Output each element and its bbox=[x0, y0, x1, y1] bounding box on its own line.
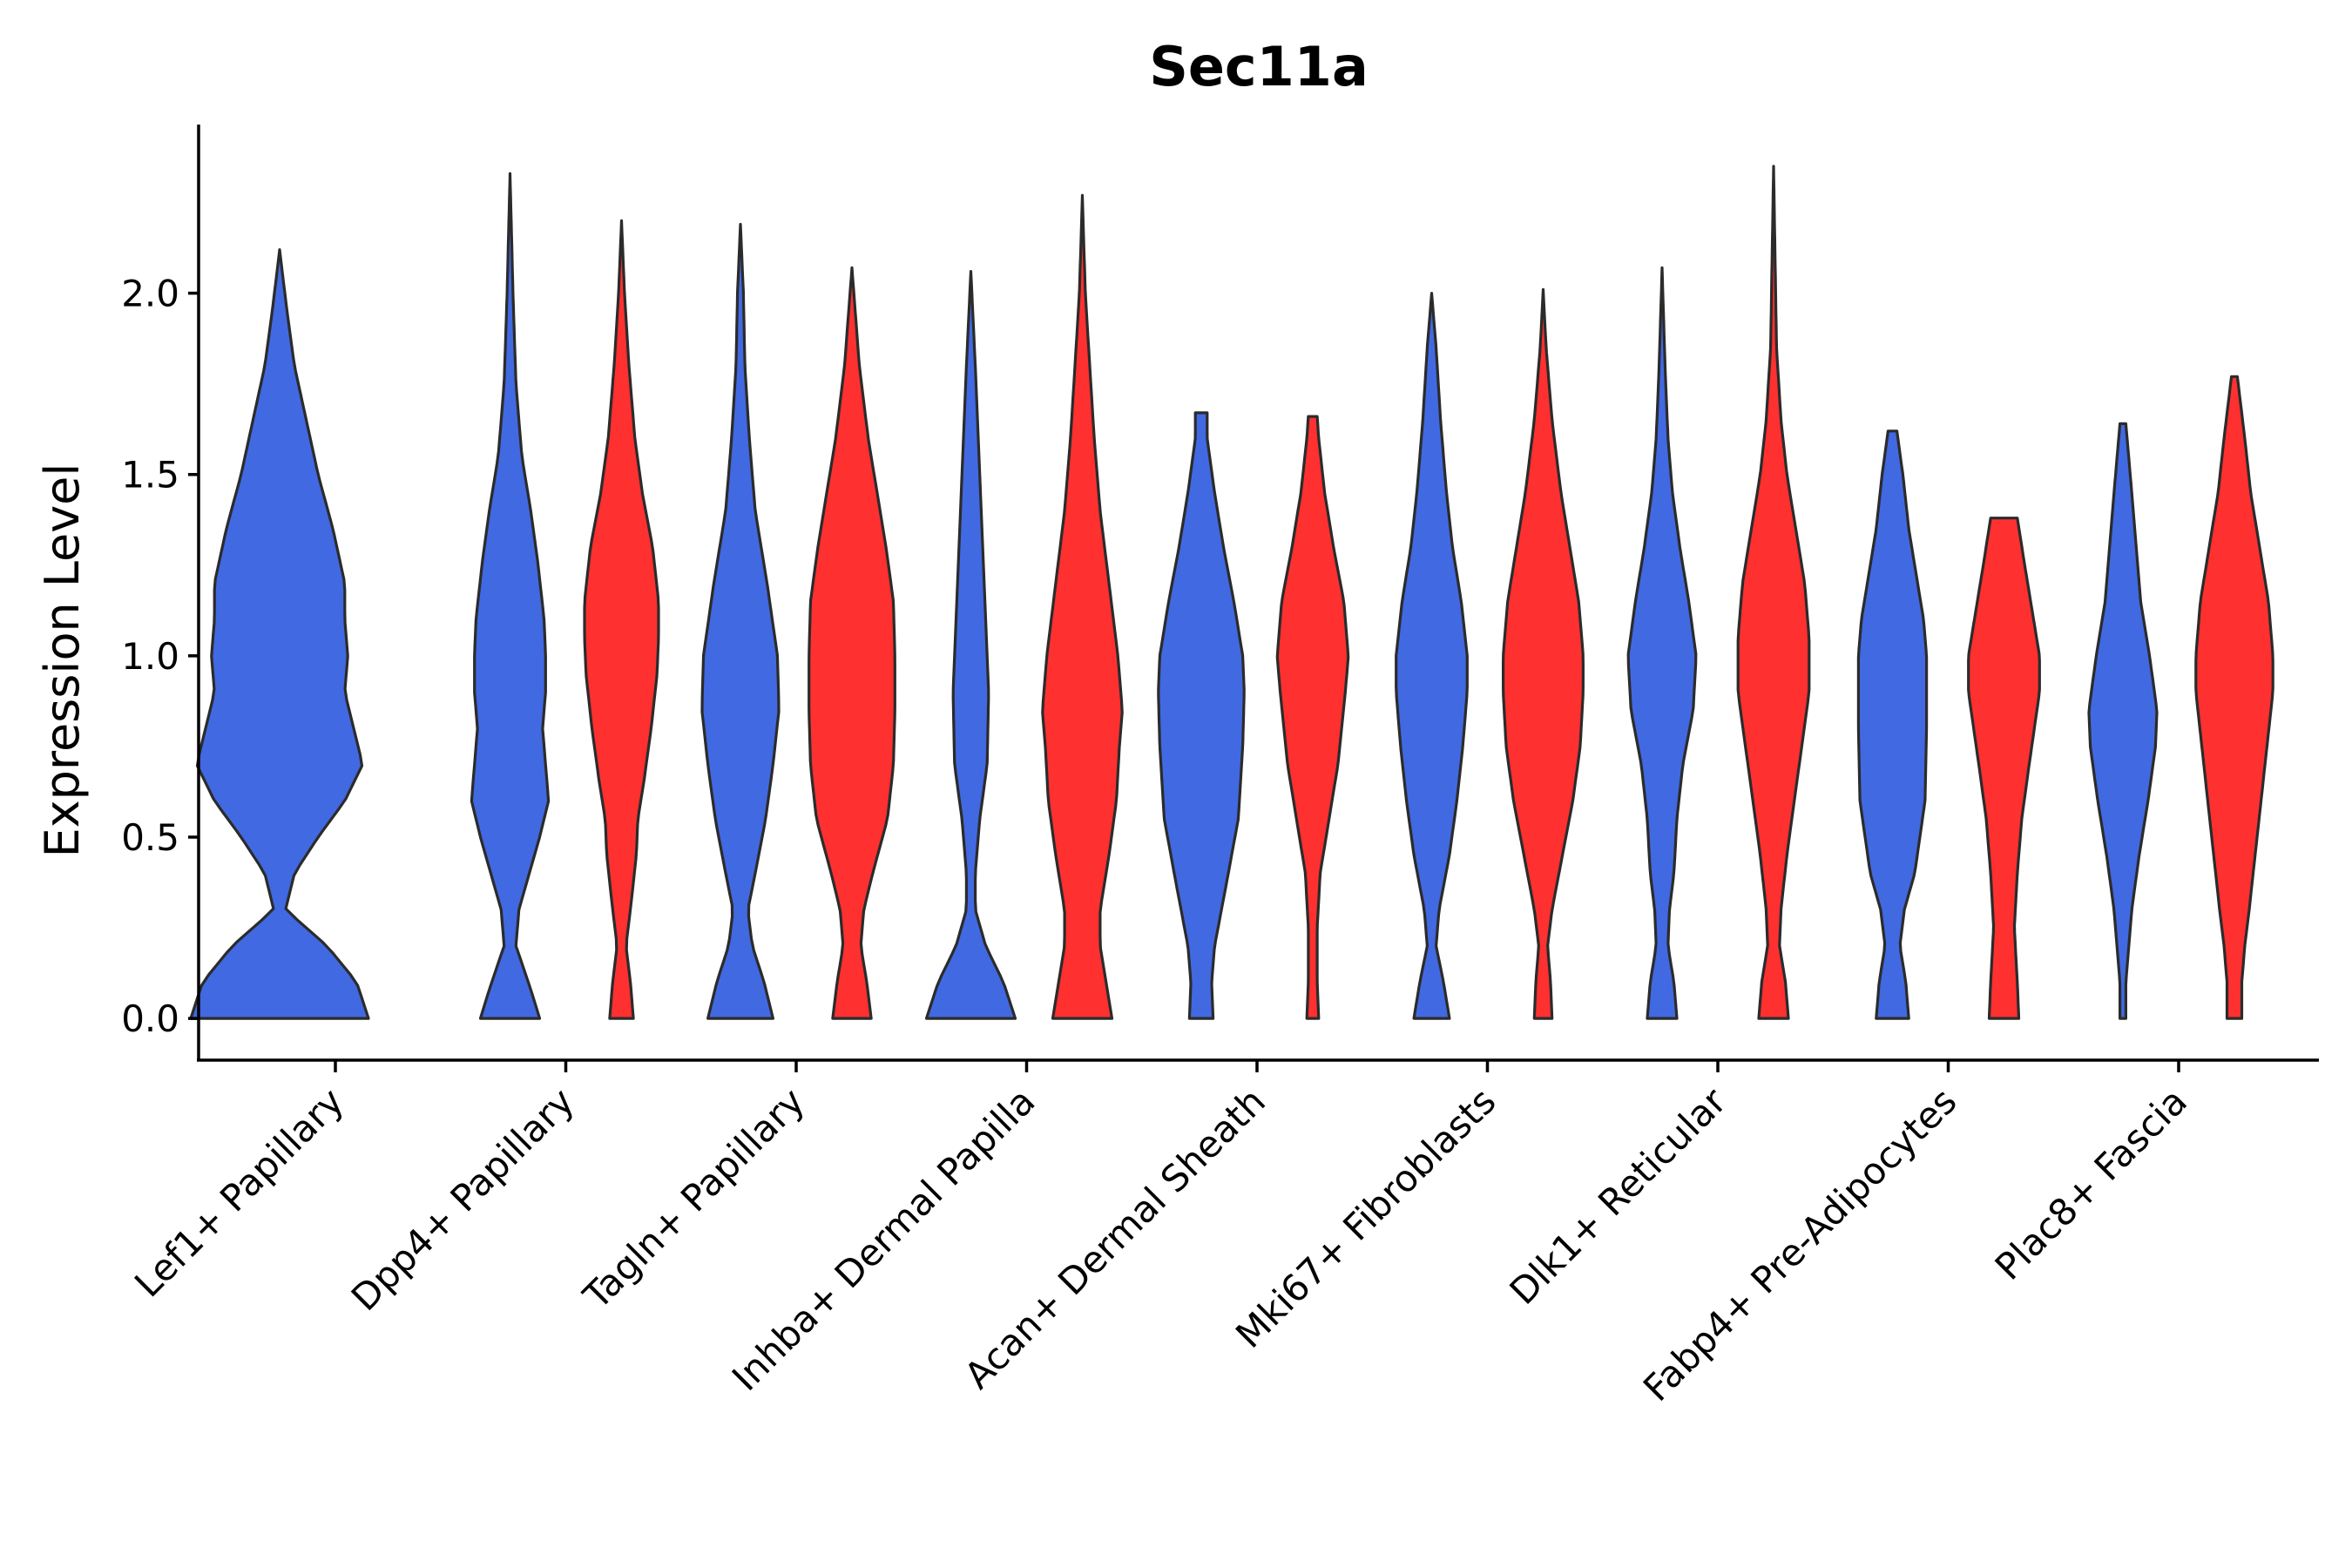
y-axis-label: Expression Level bbox=[35, 463, 90, 858]
violin-red-4 bbox=[1275, 415, 1350, 1020]
y-tick-label: 0.5 bbox=[121, 816, 179, 859]
y-tick-label: 2.0 bbox=[121, 273, 179, 315]
violin-red-5 bbox=[1502, 287, 1585, 1020]
violin-red-7 bbox=[1967, 517, 2041, 1020]
violin-blue-5 bbox=[1395, 292, 1469, 1020]
violin-red-8 bbox=[2194, 375, 2274, 1020]
violin-blue-0 bbox=[189, 248, 370, 1020]
x-tick-label: Lef1+ Papillary bbox=[126, 1079, 352, 1305]
x-tick-label: Mki67+ Fibroblasts bbox=[1227, 1079, 1504, 1355]
violin-red-6 bbox=[1736, 165, 1811, 1020]
chart-title: Sec11a bbox=[1149, 35, 1369, 98]
violin-red-1 bbox=[583, 219, 660, 1020]
violin-blue-3 bbox=[924, 270, 1017, 1020]
violin-red-2 bbox=[808, 266, 896, 1020]
violin-red-3 bbox=[1041, 193, 1124, 1020]
violin-blue-8 bbox=[2087, 422, 2159, 1020]
x-tick-label: Dpp4+ Papillary bbox=[343, 1079, 583, 1319]
x-tick-label: Tagln+ Papillary bbox=[575, 1079, 813, 1317]
violin-blue-1 bbox=[470, 172, 551, 1020]
y-ticks: 0.0 0.5 1.0 1.5 2.0 bbox=[121, 273, 199, 1040]
violin-blue-6 bbox=[1626, 266, 1698, 1020]
x-tick-label: Dlk1+ Reticular bbox=[1502, 1079, 1735, 1313]
violin-layer bbox=[189, 165, 2274, 1020]
violin-blue-4 bbox=[1157, 411, 1246, 1020]
x-tick-label: Plac8+ Fascia bbox=[1987, 1079, 2195, 1288]
y-tick-label: 1.5 bbox=[121, 454, 179, 497]
y-tick-label: 0.0 bbox=[121, 997, 179, 1040]
violin-blue-7 bbox=[1856, 429, 1929, 1020]
y-tick-label: 1.0 bbox=[121, 635, 179, 678]
violin-blue-2 bbox=[700, 222, 781, 1020]
